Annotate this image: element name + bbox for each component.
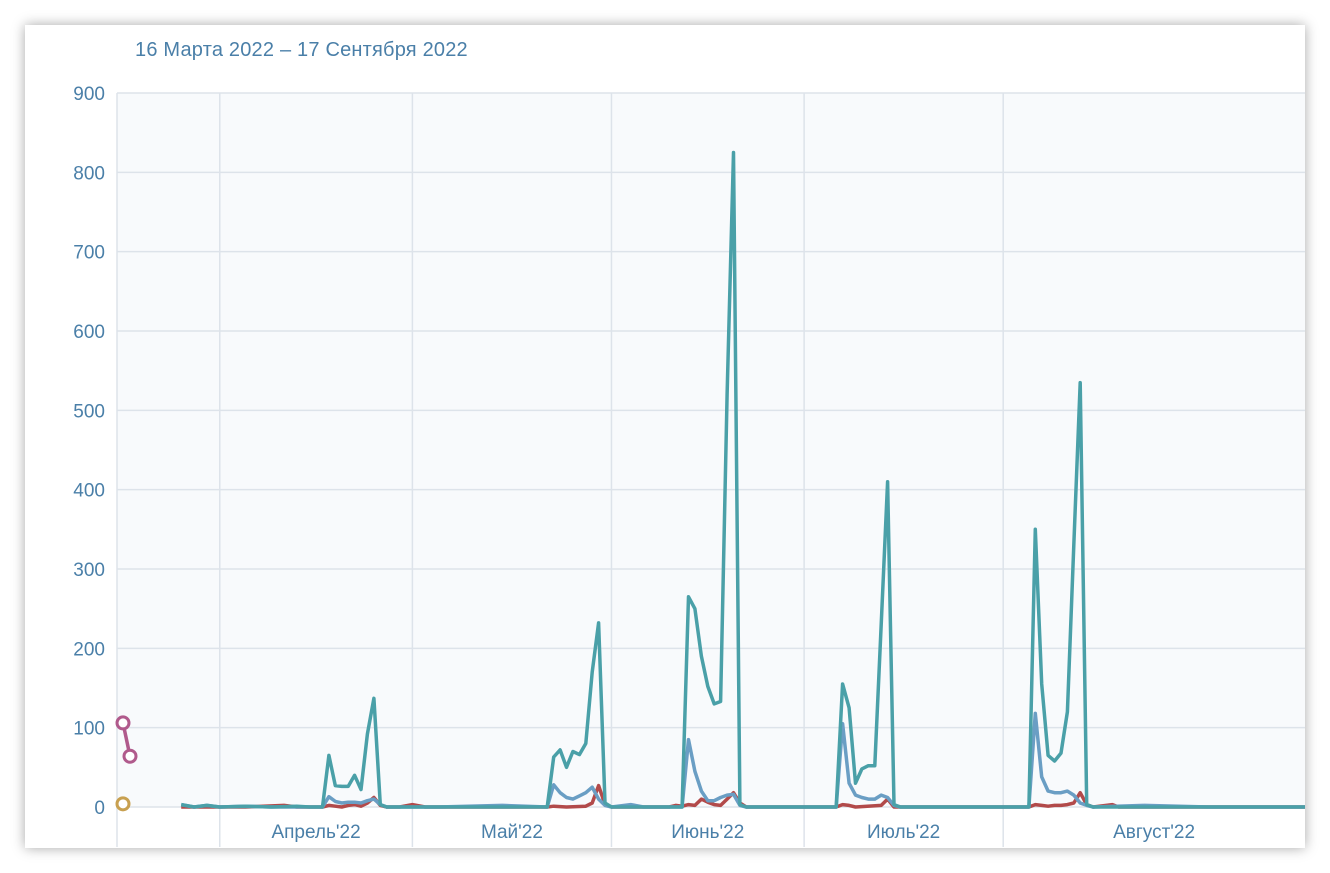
side-marker-point — [122, 748, 138, 764]
side-markers — [115, 715, 138, 812]
y-tick-label: 300 — [73, 560, 105, 581]
y-tick-label: 100 — [73, 719, 105, 740]
y-tick-label: 900 — [73, 84, 105, 105]
plot-background — [117, 93, 1305, 807]
y-axis: 0 100 200 300 400 500 600 700 800 900 — [73, 84, 105, 819]
x-tick-label: Июнь'22 — [671, 822, 744, 843]
line-chart: 0 100 200 300 400 500 600 700 800 900 Апрель'22 Ма… — [73, 84, 1305, 847]
side-marker-point — [115, 796, 131, 812]
x-tick-label: Апрель'22 — [271, 822, 360, 843]
chart-card: 16 Марта 2022 – 17 Сентября 2022 0 100 200… — [25, 25, 1305, 848]
x-axis: Апрель'22 Май'22 Июнь'22 Июль'22 Август'22 — [271, 822, 1195, 843]
x-tick-label: Август'22 — [1113, 822, 1195, 843]
y-tick-label: 800 — [73, 163, 105, 184]
y-tick-label: 700 — [73, 243, 105, 264]
y-tick-label: 400 — [73, 481, 105, 502]
series-line-3 — [181, 783, 1305, 809]
series-lines — [180, 150, 1305, 809]
y-tick-label: 0 — [94, 798, 105, 819]
y-tick-label: 200 — [73, 639, 105, 660]
series-line-2 — [180, 711, 1305, 809]
series-line-1 — [180, 150, 1305, 809]
date-range-title: 16 Марта 2022 – 17 Сентября 2022 — [135, 39, 468, 61]
side-marker-point — [115, 715, 131, 731]
x-tick-label: Июль'22 — [867, 822, 940, 843]
y-tick-label: 500 — [73, 401, 105, 422]
y-tick-label: 600 — [73, 322, 105, 343]
x-tick-label: Май'22 — [481, 822, 543, 843]
